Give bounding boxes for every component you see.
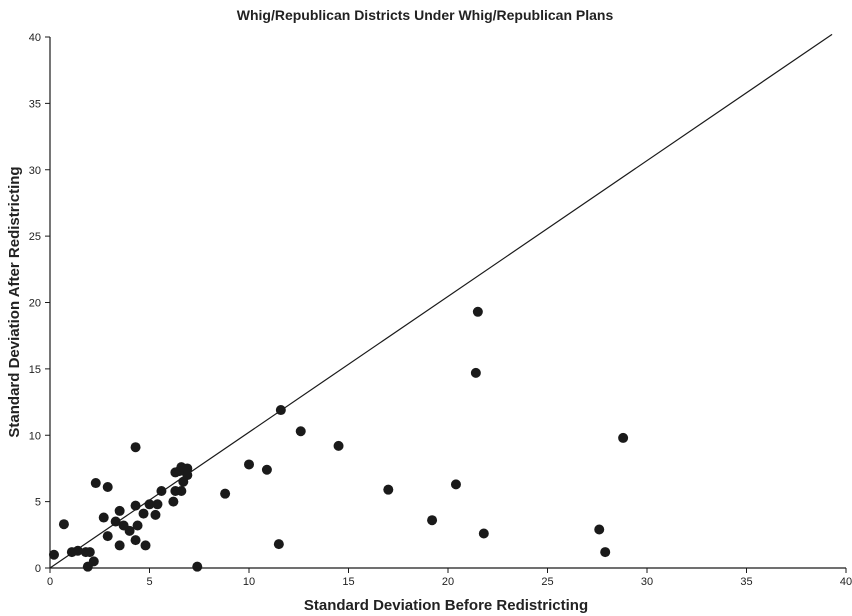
data-point [182, 463, 193, 474]
data-point [156, 486, 167, 497]
data-point [470, 367, 481, 378]
data-point [102, 482, 113, 493]
y-tick-label: 15 [29, 364, 41, 376]
data-point [261, 464, 272, 475]
data-point [114, 505, 125, 516]
data-point [90, 478, 101, 489]
y-tick-label: 35 [29, 98, 41, 110]
x-tick-label: 35 [740, 576, 752, 588]
data-point [110, 516, 121, 527]
data-point [114, 540, 125, 551]
data-point [88, 556, 99, 567]
y-tick-label: 25 [29, 231, 41, 243]
data-point [275, 405, 286, 416]
reference-line-layer [49, 33, 833, 569]
points-layer [48, 306, 629, 572]
ticks-layer: 0 5 10 15 20 25 30 35 40 0 5 10 15 20 25 30 35 40 [29, 32, 852, 588]
data-point [130, 500, 141, 511]
data-point [192, 561, 203, 572]
data-point [168, 496, 179, 507]
y-tick-label: 30 [29, 165, 41, 177]
y-tick-label: 0 [35, 563, 41, 575]
y-tick-label: 10 [29, 430, 41, 442]
data-point [472, 306, 483, 317]
data-point [48, 549, 59, 560]
data-point [72, 545, 83, 556]
data-point [594, 524, 605, 535]
data-point [176, 486, 187, 497]
data-point [58, 519, 69, 530]
x-tick-label: 5 [146, 576, 152, 588]
x-tick-label: 25 [541, 576, 553, 588]
data-point [244, 459, 254, 470]
y-tick-label: 5 [35, 497, 41, 509]
data-point [132, 520, 143, 531]
x-tick-label: 40 [840, 576, 852, 588]
data-point [140, 540, 151, 551]
data-point [618, 432, 629, 443]
x-axis-label: Standard Deviation Before Redistricting [304, 597, 588, 614]
axes-layer [49, 37, 846, 569]
data-point [600, 547, 611, 558]
data-point [295, 426, 306, 437]
data-point [333, 440, 344, 451]
y-tick-label: 40 [29, 32, 41, 44]
data-point [220, 488, 231, 499]
x-tick-label: 30 [641, 576, 653, 588]
data-point [124, 525, 135, 536]
data-point [138, 508, 149, 519]
data-point [273, 539, 284, 550]
data-point [84, 547, 95, 558]
x-tick-label: 15 [342, 576, 354, 588]
data-point [130, 442, 141, 453]
y-axis-label: Standard Deviation After Redistricting [6, 166, 23, 437]
data-point [383, 484, 394, 495]
data-point [450, 479, 461, 490]
reference-line [49, 33, 833, 569]
chart-title: Whig/Republican Districts Under Whig/Rep… [237, 7, 614, 23]
x-tick-label: 0 [47, 576, 53, 588]
data-point [144, 499, 155, 510]
data-point [98, 512, 109, 523]
x-tick-label: 10 [243, 576, 255, 588]
x-tick-label: 20 [442, 576, 454, 588]
data-point [427, 515, 438, 526]
data-point [152, 499, 163, 510]
data-point [478, 528, 489, 539]
data-point [130, 535, 141, 546]
data-point [102, 531, 113, 542]
y-tick-label: 20 [29, 298, 41, 310]
data-point [150, 509, 161, 520]
